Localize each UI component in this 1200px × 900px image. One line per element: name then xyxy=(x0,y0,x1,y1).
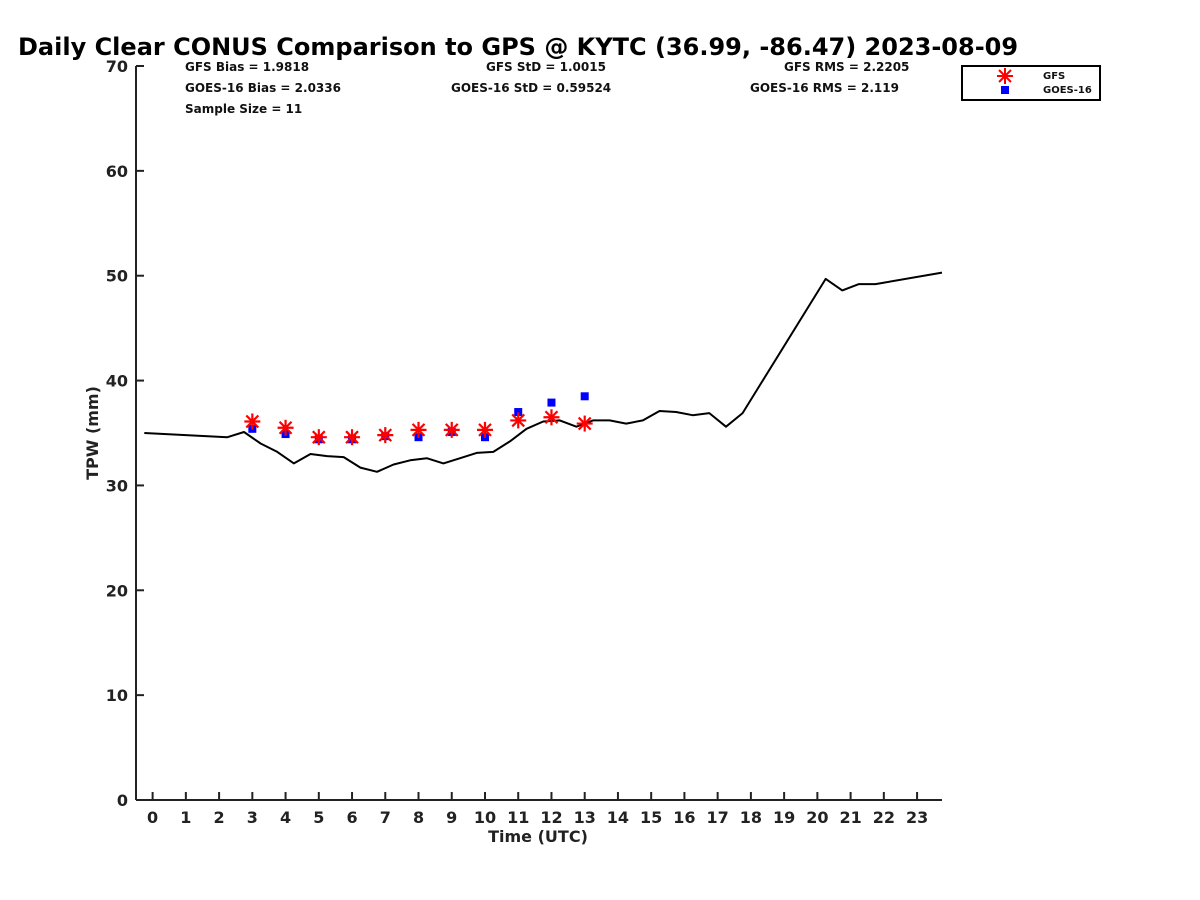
y-tick-label: 70 xyxy=(106,57,128,76)
stat-goes-rms: GOES-16 RMS = 2.119 xyxy=(750,81,899,95)
gfs-point xyxy=(344,429,361,446)
y-tick-label: 60 xyxy=(106,162,128,181)
stat-goes-bias: GOES-16 Bias = 2.0336 xyxy=(185,81,341,95)
legend-goes-marker xyxy=(1001,86,1009,94)
goes-point xyxy=(547,398,556,407)
y-tick-label: 50 xyxy=(106,267,128,286)
x-tick-label: 9 xyxy=(446,808,457,827)
gfs-point xyxy=(510,412,527,429)
y-tick-label: 40 xyxy=(106,372,128,391)
x-tick-label: 11 xyxy=(507,808,529,827)
x-tick-label: 22 xyxy=(873,808,895,827)
gfs-point xyxy=(476,421,493,438)
legend-box xyxy=(961,65,1101,101)
x-tick-label: 10 xyxy=(474,808,496,827)
x-tick-label: 13 xyxy=(574,808,596,827)
gfs-point xyxy=(244,413,261,430)
x-tick-label: 21 xyxy=(839,808,861,827)
x-tick-label: 1 xyxy=(180,808,191,827)
stat-sample-size: Sample Size = 11 xyxy=(185,102,302,116)
y-tick-label: 10 xyxy=(106,686,128,705)
x-tick-label: 14 xyxy=(607,808,629,827)
goes-point xyxy=(514,408,523,417)
x-tick-label: 20 xyxy=(806,808,828,827)
stat-goes-std: GOES-16 StD = 0.59524 xyxy=(451,81,611,95)
y-tick-label: 0 xyxy=(117,791,128,810)
x-tick-label: 23 xyxy=(906,808,928,827)
gfs-point xyxy=(377,427,394,444)
gfs-point xyxy=(543,409,560,426)
stat-gfs-bias: GFS Bias = 1.9818 xyxy=(185,60,309,74)
chart-title: Daily Clear CONUS Comparison to GPS @ KY… xyxy=(18,33,1018,61)
x-tick-label: 16 xyxy=(673,808,695,827)
x-tick-label: 7 xyxy=(380,808,391,827)
gps-line xyxy=(144,271,943,473)
legend-goes-label: GOES-16 xyxy=(1043,85,1092,96)
y-axis-label: TPW (mm) xyxy=(83,386,102,480)
y-tick-label: 30 xyxy=(106,476,128,495)
legend-gfs-marker xyxy=(997,68,1013,84)
x-tick-label: 5 xyxy=(313,808,324,827)
x-tick-label: 19 xyxy=(773,808,795,827)
gfs-point xyxy=(310,429,327,446)
stat-gfs-std: GFS StD = 1.0015 xyxy=(486,60,606,74)
gfs-point xyxy=(410,421,427,438)
stat-gfs-rms: GFS RMS = 2.2205 xyxy=(784,60,909,74)
gfs-point xyxy=(443,421,460,438)
y-tick-label: 20 xyxy=(106,581,128,600)
x-tick-label: 17 xyxy=(707,808,729,827)
stats-block: GFS Bias = 1.9818 GOES-16 Bias = 2.0336 … xyxy=(185,60,909,116)
x-tick-label: 6 xyxy=(346,808,357,827)
x-tick-label: 18 xyxy=(740,808,762,827)
goes-point xyxy=(580,392,589,401)
x-tick-label: 12 xyxy=(540,808,562,827)
x-tick-label: 15 xyxy=(640,808,662,827)
gfs-point xyxy=(576,415,593,432)
x-tick-label: 2 xyxy=(214,808,225,827)
x-tick-label: 0 xyxy=(147,808,158,827)
gfs-point xyxy=(277,419,294,436)
x-tick-label: 4 xyxy=(280,808,291,827)
x-axis-label: Time (UTC) xyxy=(488,827,588,846)
x-tick-label: 8 xyxy=(413,808,424,827)
legend-gfs-label: GFS xyxy=(1043,71,1065,82)
legend: GFS GOES-16 xyxy=(961,65,1101,101)
x-tick-label: 3 xyxy=(247,808,258,827)
